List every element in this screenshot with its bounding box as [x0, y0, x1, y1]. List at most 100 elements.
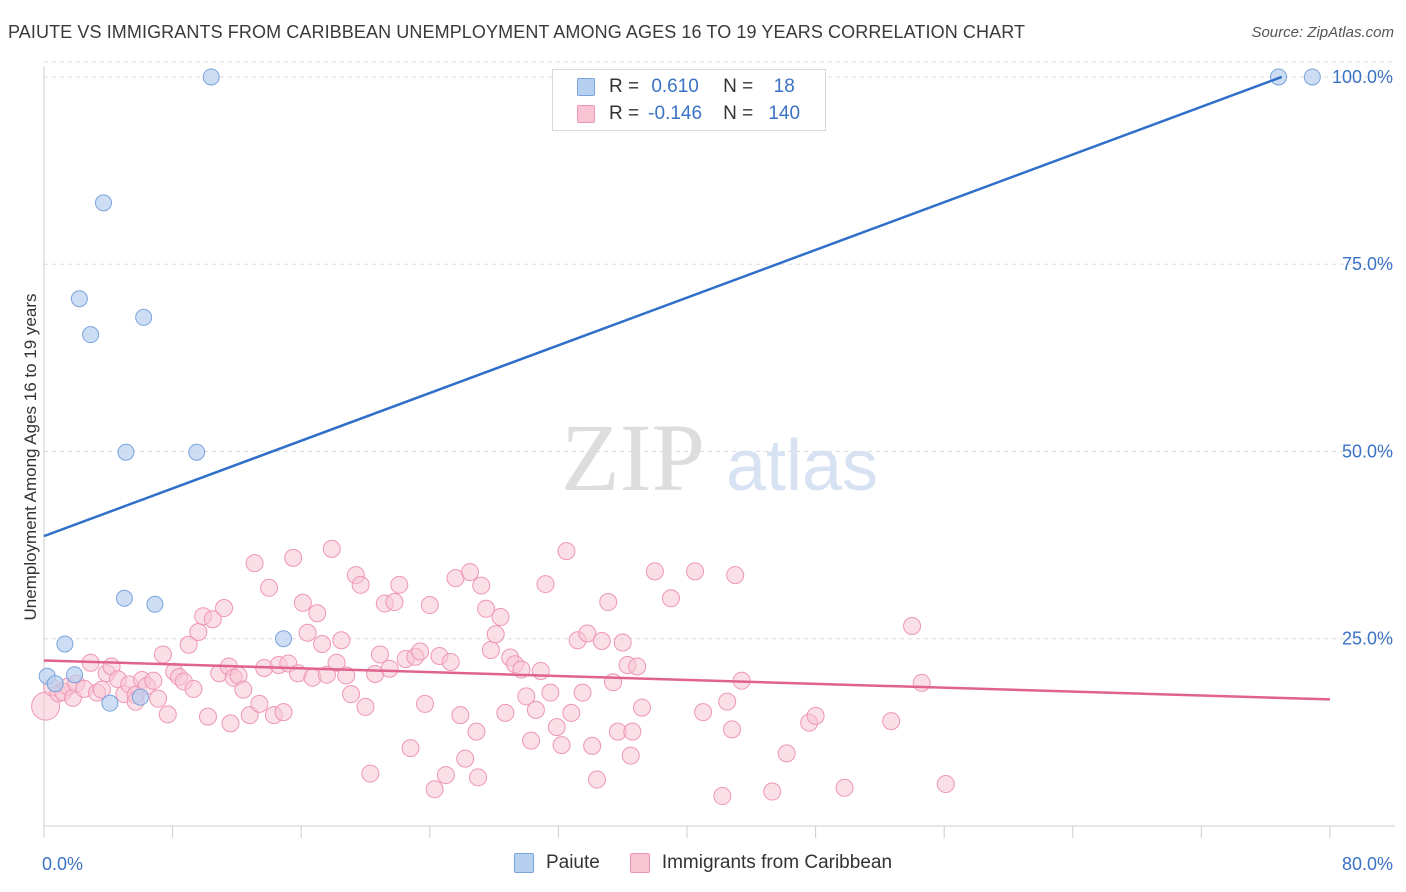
caribbean-point — [763, 782, 782, 801]
caribbean-point — [713, 787, 732, 806]
caribbean-point — [420, 596, 439, 615]
caribbean-point — [477, 599, 496, 618]
caribbean-point — [92, 680, 111, 699]
chart-title: PAIUTE VS IMMIGRANTS FROM CARIBBEAN UNEM… — [8, 22, 1026, 42]
caribbean-point — [661, 589, 680, 608]
caribbean-point — [332, 631, 351, 650]
caribbean-point — [215, 599, 234, 618]
caribbean-point — [436, 766, 455, 785]
x-tick-label-max: 80.0% — [1342, 854, 1393, 874]
caribbean-point — [385, 593, 404, 612]
legend-item-paiute: Paiute — [513, 852, 600, 874]
caribbean-point — [451, 706, 470, 725]
caribbean-point — [573, 683, 592, 702]
legend-n-label: N = — [723, 103, 754, 124]
legend-swatch-blue — [577, 78, 595, 96]
legend-n-value: 140 — [768, 103, 801, 124]
caribbean-point — [912, 673, 931, 692]
caribbean-point — [583, 736, 602, 755]
paiute-point — [117, 443, 135, 461]
paiute-point — [70, 290, 88, 308]
axes — [43, 66, 1395, 838]
y-tick-label: 50.0% — [1342, 441, 1393, 461]
caribbean-point — [370, 645, 389, 664]
caribbean-point — [198, 707, 217, 726]
caribbean-point — [526, 700, 545, 719]
caribbean-point — [149, 689, 168, 708]
caribbean-point — [322, 539, 341, 558]
paiute-point — [202, 68, 220, 86]
legend-r-value: 0.610 — [651, 76, 699, 97]
caribbean-point — [327, 653, 346, 672]
legend-label-paiute: Paiute — [545, 852, 600, 873]
caribbean-point — [460, 563, 479, 582]
paiute-point — [94, 194, 112, 212]
caribbean-point — [203, 610, 222, 629]
caribbean-point — [694, 703, 713, 722]
paiute-point — [135, 308, 153, 326]
caribbean-point — [234, 680, 253, 699]
y-tick-label: 100.0% — [1332, 67, 1393, 87]
caribbean-point — [189, 623, 208, 642]
legend-swatch-pink — [577, 105, 595, 123]
legend-row-paiute: R = 0.610 N = 18 — [577, 73, 815, 101]
caribbean-point — [274, 703, 293, 722]
caribbean-point — [547, 718, 566, 737]
caribbean-point — [835, 778, 854, 797]
legend-item-caribbean: Immigrants from Caribbean — [629, 852, 893, 874]
legend-swatch-paiute — [513, 853, 534, 873]
caribbean-point — [284, 548, 303, 567]
legend-r-value: -0.146 — [648, 103, 703, 124]
caribbean-point — [293, 593, 312, 612]
caribbean-point — [411, 642, 430, 661]
legend-n-value: 18 — [773, 76, 795, 97]
caribbean-point — [303, 668, 322, 687]
legend-r-label: R = — [609, 103, 640, 124]
caribbean-point — [592, 631, 611, 650]
trend-lines — [43, 75, 1331, 701]
caribbean-point — [158, 705, 177, 724]
caribbean-points — [31, 539, 955, 806]
caribbean-point — [337, 666, 356, 685]
caribbean-point — [260, 578, 279, 597]
caribbean-point — [623, 722, 642, 741]
series-legend: Paiute Immigrants from Caribbean — [0, 852, 1406, 874]
legend-r-label: R = — [609, 76, 640, 97]
caribbean-point — [472, 576, 491, 595]
caribbean-point — [777, 744, 796, 763]
caribbean-point — [380, 659, 399, 678]
legend-swatch-caribbean — [629, 853, 650, 873]
caribbean-point — [361, 764, 380, 783]
caribbean-point — [153, 645, 172, 664]
legend-label-caribbean: Immigrants from Caribbean — [661, 852, 893, 873]
grid-lines — [44, 61, 1395, 640]
caribbean-point — [184, 679, 203, 698]
paiute-point — [46, 675, 64, 693]
caribbean-point — [621, 746, 640, 765]
caribbean-point — [599, 593, 618, 612]
caribbean-point — [313, 634, 332, 653]
caribbean-point — [718, 692, 737, 711]
caribbean-point — [179, 635, 198, 654]
caribbean-point — [486, 625, 505, 644]
caribbean-point — [144, 671, 163, 690]
watermark-zip: ZIP — [561, 404, 705, 511]
caribbean-point — [342, 685, 361, 704]
paiute-point — [56, 635, 74, 653]
caribbean-point — [628, 657, 647, 676]
caribbean-point — [390, 575, 409, 594]
caribbean-point — [604, 673, 623, 692]
caribbean-point — [522, 731, 541, 750]
paiute-point — [146, 595, 164, 613]
paiute-point — [101, 694, 119, 712]
caribbean-point — [936, 775, 955, 794]
caribbean-point — [221, 714, 240, 733]
paiute-point — [131, 688, 149, 706]
caribbean-point — [686, 562, 705, 581]
caribbean-point — [557, 542, 576, 561]
caribbean-point — [645, 562, 664, 581]
caribbean-trendline — [43, 659, 1331, 701]
caribbean-point — [562, 703, 581, 722]
caribbean-point — [298, 623, 317, 642]
